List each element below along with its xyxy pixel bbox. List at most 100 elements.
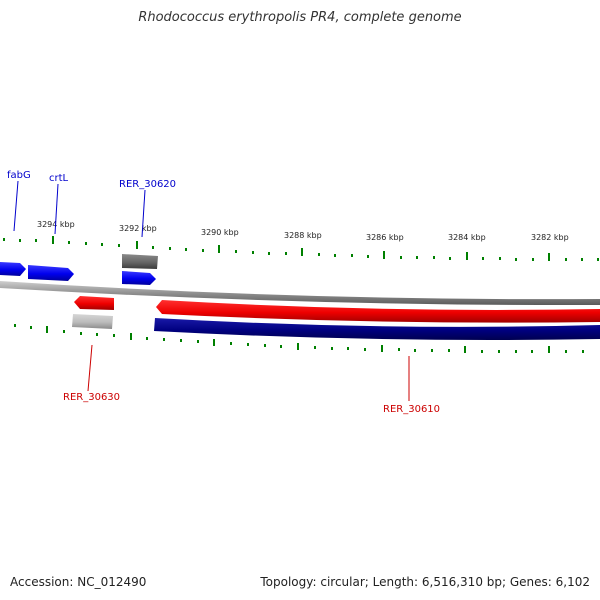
leader-line-RER_30620	[141, 189, 146, 238]
tick	[163, 338, 165, 341]
accession-text: Accession: NC_012490	[10, 575, 147, 589]
tick	[318, 253, 320, 256]
leader-line-fabG	[13, 180, 19, 232]
tick	[297, 343, 299, 350]
gene-label-RER_30630[interactable]: RER_30630	[63, 392, 120, 403]
tick	[136, 241, 138, 249]
scale-label: 3288 kbp	[284, 231, 322, 240]
scale-label: 3282 kbp	[531, 233, 569, 242]
tick	[96, 333, 98, 336]
tick	[46, 326, 48, 333]
tick	[252, 251, 254, 254]
tick	[416, 256, 418, 259]
leader-lines	[13, 180, 410, 401]
tick	[448, 349, 450, 352]
tick	[433, 256, 435, 259]
gene-label-RER_30610[interactable]: RER_30610	[383, 404, 440, 415]
gene-label-fabG[interactable]: fabG	[7, 170, 31, 181]
genome-title: Rhodococcus erythropolis PR4, complete g…	[138, 10, 462, 25]
scale-label: 3292 kbp	[119, 224, 157, 233]
tick	[202, 249, 204, 252]
tick	[118, 244, 120, 247]
outer-tick-ring	[3, 236, 599, 261]
tick	[499, 257, 501, 260]
leader-line-RER_30630	[87, 344, 93, 392]
tick	[367, 255, 369, 258]
gene-arrow-crtL[interactable]	[28, 265, 74, 281]
tick	[464, 346, 466, 353]
tick	[113, 334, 115, 337]
tick	[218, 245, 220, 253]
tick	[466, 252, 468, 260]
tick	[347, 347, 349, 350]
tick	[185, 248, 187, 251]
tick	[515, 350, 517, 353]
tick	[180, 339, 182, 342]
tick	[351, 254, 353, 257]
tick	[398, 348, 400, 351]
feature-block-RER_30620[interactable]	[122, 254, 158, 269]
tick	[3, 238, 5, 241]
tick	[63, 330, 65, 333]
tick	[331, 347, 333, 350]
scale-label: 3286 kbp	[366, 233, 404, 242]
feature-block-RER_30610[interactable]	[154, 318, 600, 340]
tick	[19, 239, 21, 242]
tick	[101, 243, 103, 246]
tick	[30, 326, 32, 329]
tick	[548, 346, 550, 353]
tick	[268, 252, 270, 255]
tick	[548, 253, 550, 261]
tick	[301, 248, 303, 256]
tick	[582, 350, 584, 353]
tick	[581, 258, 583, 261]
tick	[130, 333, 132, 340]
tick	[431, 349, 433, 352]
tick	[314, 346, 316, 349]
gene-label-crtL[interactable]: crtL	[49, 173, 69, 184]
scale-label: 3284 kbp	[448, 233, 486, 242]
tick	[80, 332, 82, 335]
tick	[68, 241, 70, 244]
tick	[597, 258, 599, 261]
tick	[230, 342, 232, 345]
tick	[85, 242, 87, 245]
tick	[197, 340, 199, 343]
tick	[169, 247, 171, 250]
tick	[213, 339, 215, 346]
tick	[364, 348, 366, 351]
tick	[14, 324, 16, 327]
tick	[235, 250, 237, 253]
tick	[498, 350, 500, 353]
tick	[247, 343, 249, 346]
tick	[532, 258, 534, 261]
tick	[515, 258, 517, 261]
tick	[565, 350, 567, 353]
gene-arrow-RER_30630[interactable]	[74, 296, 114, 310]
feature-block-RER_30630[interactable]	[72, 314, 113, 329]
tick	[146, 337, 148, 340]
tick	[52, 236, 54, 244]
tick	[400, 256, 402, 259]
tick	[334, 254, 336, 257]
scale-labels: 3294 kbp 3292 kbp 3290 kbp 3288 kbp 3286…	[37, 220, 569, 242]
tick	[481, 350, 483, 353]
gene-label-RER_30620[interactable]: RER_30620	[119, 179, 176, 190]
tick	[531, 350, 533, 353]
gene-arrow-RER_30620[interactable]	[122, 271, 156, 285]
tick	[383, 251, 385, 259]
tick	[449, 257, 451, 260]
tick	[482, 257, 484, 260]
gene-arrow-RER_30610[interactable]	[156, 300, 600, 323]
tick	[565, 258, 567, 261]
inner-tick-ring	[14, 324, 584, 353]
tick	[35, 239, 37, 242]
gene-arrow-fabG[interactable]	[0, 262, 26, 276]
tick	[285, 252, 287, 255]
tick	[264, 344, 266, 347]
scale-label: 3290 kbp	[201, 228, 239, 237]
tick	[414, 349, 416, 352]
tick	[280, 345, 282, 348]
leader-line-crtL	[54, 183, 59, 235]
